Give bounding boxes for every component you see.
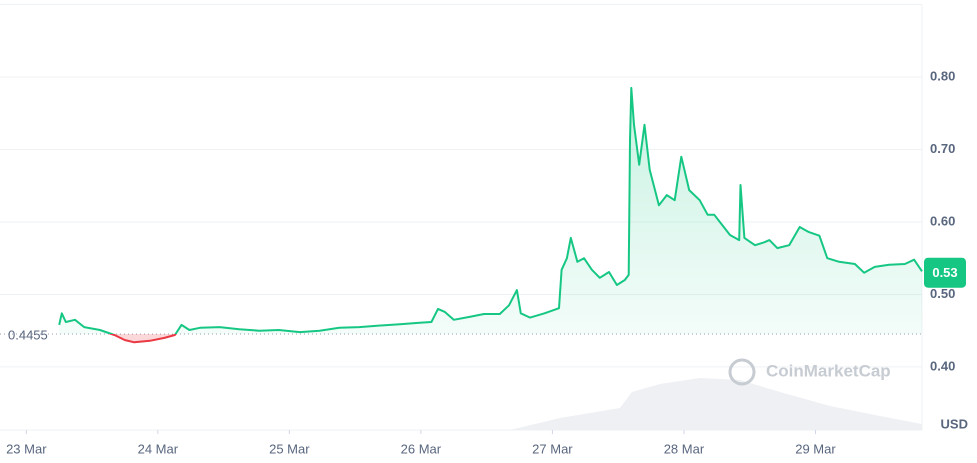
currency-label: USD <box>941 416 968 431</box>
baseline-label: 0.4455 <box>8 327 48 342</box>
x-tick-label: 27 Mar <box>532 441 573 456</box>
x-tick-label: 26 Mar <box>401 441 442 456</box>
y-tick-label: 0.40 <box>930 358 955 373</box>
y-tick-label: 0.60 <box>930 213 955 228</box>
y-tick-label: 0.80 <box>930 68 955 83</box>
y-tick-label: 0.50 <box>930 286 955 301</box>
x-tick-label: 28 Mar <box>664 441 705 456</box>
x-tick-label: 29 Mar <box>795 441 836 456</box>
watermark-text: CoinMarketCap <box>766 361 891 380</box>
price-tag-label: 0.53 <box>932 265 957 280</box>
y-tick-label: 0.70 <box>930 141 955 156</box>
x-tick-label: 25 Mar <box>269 441 310 456</box>
price-tag <box>924 257 966 288</box>
price-area <box>59 87 922 343</box>
x-tick-label: 24 Mar <box>138 441 179 456</box>
x-tick-label: 23 Mar <box>6 441 47 456</box>
volume-decoration <box>510 378 922 430</box>
price-line <box>58 86 923 344</box>
watermark: CoinMarketCap <box>728 358 891 386</box>
